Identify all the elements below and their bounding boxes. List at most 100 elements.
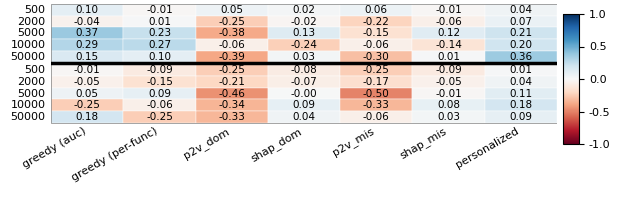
Text: p2v_dom: p2v_dom	[182, 126, 232, 161]
Text: -0.25: -0.25	[146, 112, 173, 122]
Bar	[268, 88, 340, 99]
Bar	[124, 88, 196, 99]
Text: 0.01: 0.01	[437, 52, 460, 62]
Text: 0.13: 0.13	[292, 28, 316, 38]
Bar	[51, 4, 124, 16]
Bar	[196, 39, 268, 51]
Text: 0.29: 0.29	[76, 40, 99, 50]
Bar	[124, 39, 196, 51]
Bar	[124, 27, 196, 39]
Text: -0.34: -0.34	[218, 100, 245, 110]
Bar	[124, 4, 196, 16]
Text: shap_mis: shap_mis	[398, 126, 449, 161]
Bar	[484, 4, 557, 16]
Bar	[51, 99, 124, 111]
Bar	[484, 27, 557, 39]
Text: 50000: 50000	[10, 52, 45, 62]
Text: shap_dom: shap_dom	[249, 126, 304, 164]
Bar	[51, 16, 124, 27]
Bar	[268, 76, 340, 88]
Bar	[124, 99, 196, 111]
Text: 0.10: 0.10	[148, 52, 171, 62]
Text: 0.10: 0.10	[76, 5, 99, 15]
Text: 0.15: 0.15	[76, 52, 99, 62]
Bar	[268, 4, 340, 16]
Bar	[124, 16, 196, 27]
Text: 0.36: 0.36	[509, 52, 532, 62]
Bar	[51, 4, 557, 63]
Text: -0.08: -0.08	[291, 65, 317, 75]
Bar	[412, 76, 484, 88]
Bar	[340, 51, 412, 63]
Text: 500: 500	[24, 5, 45, 15]
Text: -0.25: -0.25	[363, 65, 390, 75]
Text: -0.46: -0.46	[218, 89, 245, 99]
Bar	[196, 111, 268, 123]
Text: 500: 500	[24, 65, 45, 75]
Text: -0.06: -0.06	[146, 100, 173, 110]
Bar	[51, 88, 124, 99]
Bar	[340, 99, 412, 111]
Bar	[124, 64, 196, 76]
Text: -0.33: -0.33	[363, 100, 390, 110]
Bar	[340, 4, 412, 16]
Text: 0.18: 0.18	[509, 100, 532, 110]
Bar	[196, 76, 268, 88]
Text: 0.23: 0.23	[148, 28, 171, 38]
Bar	[412, 88, 484, 99]
Text: 0.11: 0.11	[509, 89, 532, 99]
Text: -0.00: -0.00	[291, 89, 317, 99]
Text: 0.12: 0.12	[437, 28, 460, 38]
Bar	[51, 64, 124, 76]
Bar	[196, 51, 268, 63]
Text: -0.39: -0.39	[218, 52, 245, 62]
Bar	[124, 51, 196, 63]
Text: 0.09: 0.09	[292, 100, 316, 110]
Bar	[484, 64, 557, 76]
Text: p2v_mis: p2v_mis	[331, 126, 376, 158]
Text: -0.15: -0.15	[146, 77, 173, 87]
Text: -0.30: -0.30	[363, 52, 390, 62]
Bar	[124, 111, 196, 123]
Text: -0.22: -0.22	[363, 17, 390, 27]
Text: -0.33: -0.33	[218, 112, 245, 122]
Bar	[196, 88, 268, 99]
Bar	[268, 51, 340, 63]
Text: -0.01: -0.01	[435, 89, 462, 99]
Text: -0.04: -0.04	[74, 17, 100, 27]
Bar	[340, 76, 412, 88]
Bar	[51, 51, 124, 63]
Text: -0.14: -0.14	[435, 40, 462, 50]
Bar	[196, 4, 268, 16]
Bar	[484, 39, 557, 51]
Text: -0.05: -0.05	[74, 77, 100, 87]
Bar	[412, 39, 484, 51]
Text: 0.05: 0.05	[76, 89, 99, 99]
Text: 0.37: 0.37	[76, 28, 99, 38]
Text: 0.04: 0.04	[509, 77, 532, 87]
Text: -0.17: -0.17	[363, 77, 390, 87]
Text: -0.01: -0.01	[435, 5, 462, 15]
Bar	[340, 64, 412, 76]
Bar	[484, 16, 557, 27]
Bar	[51, 64, 557, 123]
Bar	[412, 99, 484, 111]
Text: -0.01: -0.01	[146, 5, 173, 15]
Bar	[412, 16, 484, 27]
Text: 0.08: 0.08	[437, 100, 460, 110]
Text: -0.24: -0.24	[291, 40, 317, 50]
Text: 0.04: 0.04	[509, 5, 532, 15]
Bar	[268, 39, 340, 51]
Bar	[51, 76, 124, 88]
Text: -0.01: -0.01	[74, 65, 100, 75]
Bar	[268, 16, 340, 27]
Bar	[340, 111, 412, 123]
Text: greedy (auc): greedy (auc)	[20, 126, 87, 170]
Text: 0.06: 0.06	[365, 5, 388, 15]
Bar	[196, 64, 268, 76]
Text: 0.04: 0.04	[292, 112, 316, 122]
Bar	[484, 99, 557, 111]
Bar	[412, 4, 484, 16]
Text: -0.15: -0.15	[363, 28, 390, 38]
Bar	[340, 27, 412, 39]
